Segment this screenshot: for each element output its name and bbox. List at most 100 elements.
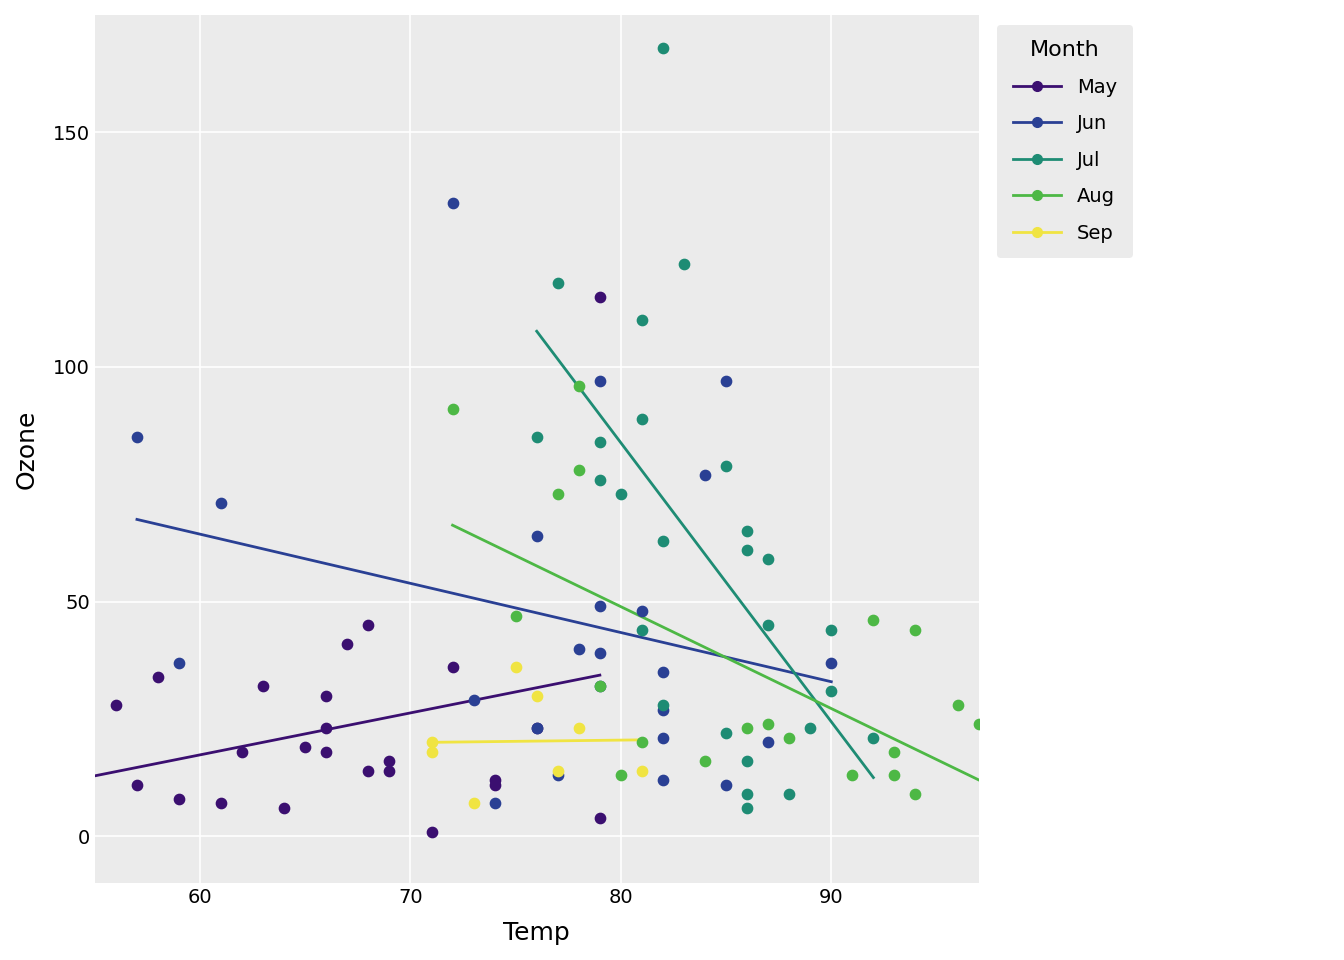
- Point: [379, 763, 401, 779]
- Point: [379, 754, 401, 769]
- Point: [253, 679, 274, 694]
- Point: [715, 458, 737, 473]
- Point: [526, 430, 547, 445]
- Point: [484, 796, 505, 811]
- Point: [968, 716, 989, 732]
- Point: [652, 730, 673, 745]
- Point: [883, 768, 905, 783]
- Point: [358, 617, 379, 633]
- Point: [589, 289, 610, 304]
- Point: [715, 726, 737, 741]
- Point: [526, 721, 547, 736]
- Point: [126, 777, 148, 792]
- Point: [589, 810, 610, 826]
- Point: [821, 622, 843, 637]
- Point: [231, 744, 253, 759]
- Y-axis label: Ozone: Ozone: [15, 409, 39, 489]
- Point: [737, 721, 758, 736]
- Point: [316, 688, 337, 704]
- Point: [569, 721, 590, 736]
- Point: [589, 472, 610, 488]
- Point: [547, 486, 569, 501]
- Point: [737, 523, 758, 539]
- Point: [778, 786, 800, 802]
- Point: [484, 777, 505, 792]
- Point: [316, 744, 337, 759]
- Point: [589, 646, 610, 661]
- X-axis label: Temp: Temp: [504, 921, 570, 945]
- Point: [148, 669, 169, 684]
- Point: [589, 679, 610, 694]
- Point: [652, 40, 673, 56]
- Point: [652, 772, 673, 787]
- Point: [168, 791, 190, 806]
- Point: [632, 734, 653, 750]
- Point: [569, 378, 590, 394]
- Point: [883, 744, 905, 759]
- Point: [652, 664, 673, 680]
- Point: [758, 617, 780, 633]
- Point: [462, 692, 484, 708]
- Point: [526, 528, 547, 543]
- Point: [421, 824, 442, 839]
- Point: [905, 622, 926, 637]
- Point: [589, 435, 610, 450]
- Point: [695, 754, 716, 769]
- Point: [505, 660, 527, 675]
- Point: [211, 796, 233, 811]
- Point: [905, 786, 926, 802]
- Point: [737, 786, 758, 802]
- Point: [526, 721, 547, 736]
- Point: [758, 716, 780, 732]
- Point: [589, 373, 610, 389]
- Point: [652, 533, 673, 548]
- Point: [821, 655, 843, 670]
- Point: [421, 744, 442, 759]
- Point: [652, 702, 673, 717]
- Point: [336, 636, 358, 652]
- Point: [358, 763, 379, 779]
- Point: [715, 373, 737, 389]
- Point: [946, 697, 968, 712]
- Point: [758, 734, 780, 750]
- Point: [547, 768, 569, 783]
- Point: [273, 801, 294, 816]
- Point: [673, 256, 695, 272]
- Point: [547, 763, 569, 779]
- Point: [294, 739, 316, 755]
- Point: [632, 604, 653, 619]
- Point: [652, 697, 673, 712]
- Point: [632, 763, 653, 779]
- Point: [168, 655, 190, 670]
- Point: [863, 730, 884, 745]
- Point: [442, 660, 464, 675]
- Point: [569, 463, 590, 478]
- Point: [589, 599, 610, 614]
- Point: [632, 622, 653, 637]
- Point: [610, 768, 632, 783]
- Point: [316, 721, 337, 736]
- Point: [821, 684, 843, 699]
- Point: [421, 734, 442, 750]
- Point: [0, 777, 22, 792]
- Point: [778, 730, 800, 745]
- Point: [442, 195, 464, 210]
- Point: [505, 608, 527, 623]
- Point: [442, 401, 464, 417]
- Point: [632, 312, 653, 327]
- Point: [569, 641, 590, 657]
- Point: [126, 430, 148, 445]
- Point: [737, 542, 758, 558]
- Point: [589, 679, 610, 694]
- Point: [632, 411, 653, 426]
- Point: [841, 768, 863, 783]
- Point: [758, 552, 780, 567]
- Point: [462, 796, 484, 811]
- Legend: May, Jun, Jul, Aug, Sep: May, Jun, Jul, Aug, Sep: [997, 25, 1133, 258]
- Point: [695, 468, 716, 483]
- Point: [737, 801, 758, 816]
- Point: [526, 688, 547, 704]
- Point: [715, 777, 737, 792]
- Point: [547, 275, 569, 290]
- Point: [211, 495, 233, 511]
